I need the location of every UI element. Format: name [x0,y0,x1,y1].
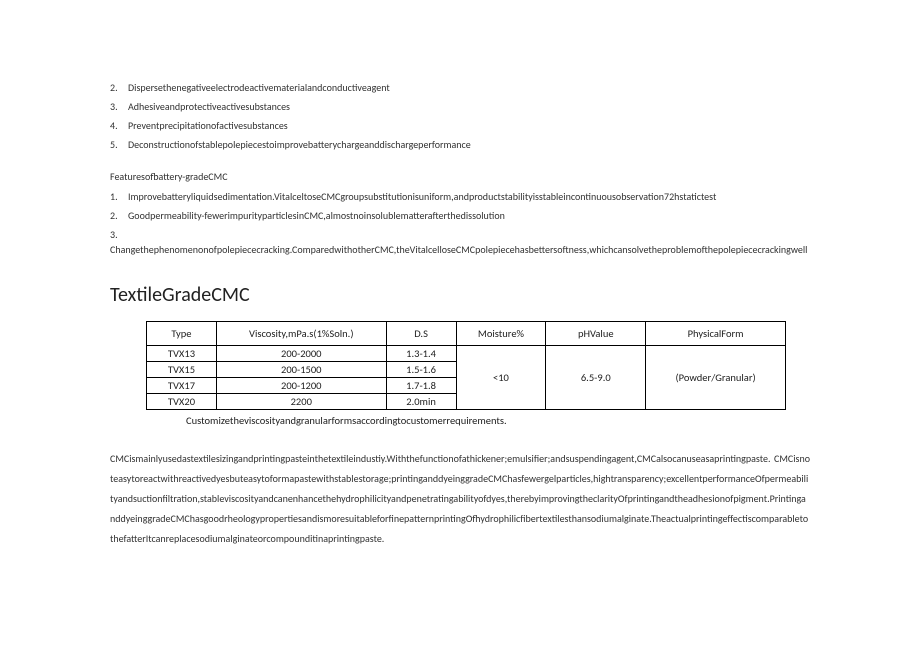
cell-viscosity: 200-1500 [216,362,386,378]
list-text: Goodpermeability-fewerimpurityparticlesi… [128,209,505,222]
list-num: 1. [110,189,128,204]
list-item: 3.Adhesiveandprotectiveactivesubstances [110,99,810,114]
battery-functions-list: 2.Dispersethenegativeelectrodeactivemate… [110,80,810,152]
list-num: 3. [110,227,128,242]
col-header-viscosity: Viscosity,mPa.s(1%Soln.) [216,322,386,346]
features-list: 1.Improvebatteryliquidsedimentation.Vita… [110,189,810,257]
list-num: 3. [110,99,128,114]
cell-viscosity: 200-1200 [216,378,386,394]
cell-ds: 2.0min [386,394,456,410]
list-item: 5.Deconstructionofstablepolepiecestoimpr… [110,137,810,152]
list-num: 5. [110,137,128,152]
cell-type: TVX13 [147,346,217,362]
cell-ds: 1.7-1.8 [386,378,456,394]
spec-table-wrap: Type Viscosity,mPa.s(1%Soln.) D.S Moistu… [146,321,810,427]
list-text: Deconstructionofstablepolepiecestoimprov… [128,138,471,151]
col-header-type: Type [147,322,217,346]
col-header-moisture: Moisture% [456,322,546,346]
list-num: 2. [110,208,128,223]
cell-form: (Powder/Granular) [646,346,786,410]
cell-type: TVX17 [147,378,217,394]
cell-viscosity: 2200 [216,394,386,410]
table-row: TVX13 200-2000 1.3-1.4 <10 6.5-9.0 (Powd… [147,346,786,362]
cell-moisture: <10 [456,346,546,410]
cell-viscosity: 200-2000 [216,346,386,362]
list-item: 1.Improvebatteryliquidsedimentation.Vita… [110,189,810,204]
section-heading: TextileGradeCMC [110,283,810,307]
list-item: 2.Goodpermeability-fewerimpurityparticle… [110,208,810,223]
cell-type: TVX20 [147,394,217,410]
cell-ds: 1.3-1.4 [386,346,456,362]
cell-ds: 1.5-1.6 [386,362,456,378]
list-num: 4. [110,118,128,133]
col-header-ph: pHValue [546,322,646,346]
list-text: Dispersethenegativeelectrodeactivemateri… [128,81,390,94]
list-item: 3.Changethephenomenonofpolepiececracking… [110,227,810,257]
spec-table: Type Viscosity,mPa.s(1%Soln.) D.S Moistu… [146,321,786,410]
list-text: Preventprecipitationofactivesubstances [128,119,288,132]
list-text: Adhesiveandprotectiveactivesubstances [128,100,290,113]
features-label: Featuresofbattery-gradeCMC [110,170,810,183]
table-header-row: Type Viscosity,mPa.s(1%Soln.) D.S Moistu… [147,322,786,346]
list-item: 2.Dispersethenegativeelectrodeactivemate… [110,80,810,95]
list-item: 4.Preventprecipitationofactivesubstances [110,118,810,133]
table-note: Customizetheviscosityandgranularformsacc… [186,414,810,427]
cell-ph: 6.5-9.0 [546,346,646,410]
list-num: 2. [110,80,128,95]
col-header-form: PhysicalForm [646,322,786,346]
col-header-ds: D.S [386,322,456,346]
cell-type: TVX15 [147,362,217,378]
body-paragraph: CMCismainlyusedastextilesizingandprintin… [110,449,810,549]
list-text: Changethephenomenonofpolepiececracking.C… [110,243,807,256]
list-text: Improvebatteryliquidsedimentation.Vitalc… [128,190,716,203]
